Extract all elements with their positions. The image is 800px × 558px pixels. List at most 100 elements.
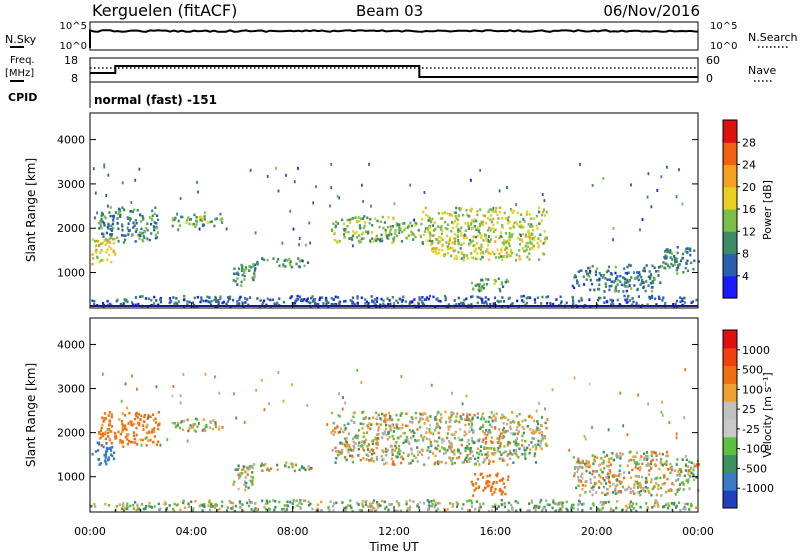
echo-cell <box>371 442 374 446</box>
echo-cell <box>128 219 132 222</box>
echo-cell <box>581 472 584 476</box>
echo-cell <box>214 297 217 300</box>
echo-cell <box>289 500 292 504</box>
echo-cell <box>480 243 483 246</box>
echo-cell <box>116 221 119 225</box>
echo-cell <box>438 449 441 453</box>
echo-cell <box>284 265 287 268</box>
echo-cell <box>460 207 463 210</box>
echo-cell <box>614 287 617 290</box>
echo-cell <box>112 214 116 218</box>
echo-cell <box>487 420 490 424</box>
echo-cell <box>496 221 499 224</box>
echo-cell <box>110 224 113 228</box>
echo-cell <box>376 440 379 443</box>
echo-cell <box>419 425 422 429</box>
echo-cell <box>607 475 611 479</box>
echo-cell <box>102 235 105 238</box>
echo-cell <box>447 428 450 431</box>
echo-cell <box>558 509 561 512</box>
echo-cell <box>140 443 143 447</box>
colorbar-tick-label: 28 <box>742 136 756 149</box>
echo-cell <box>528 451 531 455</box>
echo-cell <box>543 436 546 440</box>
echo-cell <box>653 266 656 270</box>
echo-cell <box>539 233 542 237</box>
echo-cell <box>530 441 533 444</box>
echo-cell <box>675 268 678 272</box>
echo-cell <box>527 443 531 447</box>
echo-cell <box>144 297 148 300</box>
echo-cell <box>135 426 138 430</box>
echo-cell <box>666 165 668 169</box>
echo-cell <box>102 420 105 423</box>
echo-cell <box>132 431 136 434</box>
echo-cell <box>361 504 364 508</box>
echo-cell <box>125 428 128 431</box>
echo-cell <box>647 402 649 406</box>
echo-cell <box>472 494 475 497</box>
echo-cell <box>683 416 686 420</box>
echo-cell <box>419 298 422 301</box>
echo-cell <box>602 485 606 489</box>
echo-cell <box>446 436 449 440</box>
echo-cell <box>577 484 580 488</box>
echo-cell <box>396 425 398 429</box>
echo-cell <box>126 502 129 506</box>
echo-cell <box>107 414 110 417</box>
echo-cell <box>488 235 490 238</box>
echo-cell <box>236 303 239 307</box>
echo-cell <box>376 458 379 461</box>
echo-cell <box>467 224 470 228</box>
echo-cell <box>131 374 133 378</box>
echo-cell <box>411 300 414 303</box>
echo-cell <box>534 301 537 304</box>
echo-cell <box>147 413 150 417</box>
echo-cell <box>498 252 501 256</box>
echo-cell <box>138 167 141 171</box>
echo-cell <box>431 452 435 455</box>
echo-cell <box>285 508 289 511</box>
echo-cell <box>578 299 581 303</box>
echo-cell <box>379 417 382 420</box>
echo-cell <box>376 504 379 507</box>
echo-cell <box>606 464 609 468</box>
echo-cell <box>414 411 417 415</box>
echo-cell <box>418 450 422 454</box>
echo-cell <box>667 489 670 493</box>
echo-cell <box>651 458 654 462</box>
echo-cell <box>453 233 456 236</box>
echo-cell <box>524 439 527 443</box>
echo-cell <box>526 446 529 450</box>
echo-cell <box>528 252 531 255</box>
echo-cell <box>682 483 685 486</box>
echo-cell <box>294 299 297 303</box>
echo-cell <box>457 448 460 452</box>
echo-cell <box>205 423 208 427</box>
echo-cell <box>370 231 373 234</box>
echo-cell <box>440 225 443 228</box>
echo-cell <box>108 237 111 241</box>
echo-cell <box>486 216 489 220</box>
echo-cell <box>602 477 605 480</box>
echo-cell <box>636 288 639 292</box>
echo-cell <box>538 431 541 435</box>
echo-cell <box>104 459 107 462</box>
echo-cell <box>374 239 377 242</box>
echo-cell <box>150 298 153 302</box>
echo-cell <box>674 263 677 266</box>
echo-cell <box>666 477 669 481</box>
echo-cell <box>488 226 491 230</box>
echo-cell <box>360 296 363 300</box>
echo-cell <box>618 472 621 476</box>
echo-cell <box>639 486 642 489</box>
echo-cell <box>695 298 698 302</box>
echo-cell <box>506 280 509 283</box>
echo-cell <box>370 295 373 298</box>
echo-cell <box>401 423 404 427</box>
echo-cell <box>373 451 376 455</box>
echo-cell <box>218 507 221 511</box>
echo-cell <box>375 456 378 459</box>
echo-cell <box>394 232 397 235</box>
echo-cell <box>199 218 202 222</box>
